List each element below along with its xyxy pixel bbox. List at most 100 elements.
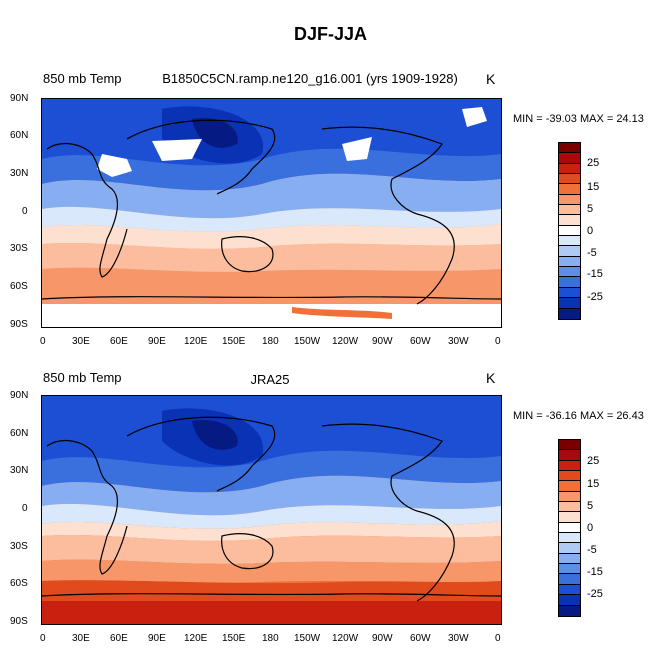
lon-label: 0 bbox=[495, 336, 501, 347]
lon-label: 60E bbox=[110, 633, 128, 644]
colorbar-swatch bbox=[559, 256, 580, 268]
min-max-label: MIN = -39.03 MAX = 24.13 bbox=[513, 113, 644, 125]
lon-label: 0 bbox=[495, 633, 501, 644]
colorbar-label: 5 bbox=[587, 203, 594, 215]
figure-title: DJF-JJA bbox=[293, 24, 368, 44]
lon-label: 30W bbox=[448, 336, 469, 347]
lat-label: 0 bbox=[22, 503, 28, 514]
colorbar-swatch bbox=[559, 236, 580, 247]
lon-label: 150W bbox=[294, 633, 321, 644]
colorbar-swatch bbox=[559, 574, 580, 585]
colorbar-swatch bbox=[559, 564, 580, 575]
colorbar-swatch bbox=[559, 522, 580, 534]
lat-label: 30N bbox=[10, 465, 29, 476]
lon-label: 30E bbox=[72, 633, 90, 644]
colorbar-swatch bbox=[559, 533, 580, 544]
colorbar-label: 15 bbox=[587, 478, 600, 490]
lon-label: 0 bbox=[40, 336, 46, 347]
lat-label: 90N bbox=[10, 390, 29, 401]
panel-center-label: B1850C5CN.ramp.ne120_g16.001 (yrs 1909-1… bbox=[162, 71, 458, 86]
colorbar-label: 0 bbox=[587, 225, 594, 237]
lat-label: 60N bbox=[10, 130, 29, 141]
lon-label: 90W bbox=[372, 633, 393, 644]
colorbar-swatch bbox=[559, 184, 580, 195]
colorbar-label: 0 bbox=[587, 522, 594, 534]
colorbar-swatch bbox=[559, 225, 580, 237]
colorbar-swatch bbox=[559, 205, 580, 216]
colorbar-label: -25 bbox=[587, 588, 603, 600]
lat-label: 60N bbox=[10, 428, 29, 439]
lon-label: 60E bbox=[110, 336, 128, 347]
colorbar-label: 15 bbox=[587, 181, 600, 193]
lon-label: 180 bbox=[262, 633, 279, 644]
lon-label: 90W bbox=[372, 336, 393, 347]
colorbar-swatch bbox=[559, 308, 580, 319]
lat-label: 30N bbox=[10, 168, 29, 179]
lon-label: 60W bbox=[410, 336, 431, 347]
lon-label: 120W bbox=[332, 633, 359, 644]
colorbar-swatch bbox=[559, 450, 580, 461]
lat-label: 30S bbox=[10, 541, 28, 552]
colorbar-label: 25 bbox=[587, 157, 600, 169]
colorbar-swatch bbox=[559, 491, 580, 503]
colorbar bbox=[558, 142, 581, 320]
colorbar-swatch bbox=[559, 287, 580, 299]
colorbar-swatch bbox=[559, 512, 580, 523]
lat-label: 90S bbox=[10, 616, 28, 627]
units-label: K bbox=[486, 71, 496, 87]
colorbar-swatch bbox=[559, 246, 580, 257]
map-plot bbox=[41, 395, 502, 625]
map-plot bbox=[41, 98, 502, 328]
colorbar-swatch bbox=[559, 553, 580, 565]
temperature-field bbox=[42, 396, 501, 624]
lon-label: 150E bbox=[222, 336, 246, 347]
colorbar-swatch bbox=[559, 595, 580, 606]
lat-label: 90N bbox=[10, 93, 29, 104]
colorbar-swatch bbox=[559, 481, 580, 492]
lon-label: 30E bbox=[72, 336, 90, 347]
colorbar-swatch bbox=[559, 163, 580, 175]
lat-label: 60S bbox=[10, 281, 28, 292]
units-label: K bbox=[486, 370, 496, 386]
lon-label: 120W bbox=[332, 336, 359, 347]
lat-label: 30S bbox=[10, 243, 28, 254]
lon-label: 30W bbox=[448, 633, 469, 644]
temperature-field bbox=[42, 99, 501, 327]
colorbar-label: -25 bbox=[587, 291, 603, 303]
colorbar-swatch bbox=[559, 502, 580, 513]
colorbar-label: 25 bbox=[587, 455, 600, 467]
colorbar-swatch bbox=[559, 215, 580, 226]
panel-model: 850 mb Temp B1850C5CN.ramp.ne120_g16.001… bbox=[0, 0, 661, 347]
lat-label: 0 bbox=[22, 206, 28, 217]
lon-label: 120E bbox=[184, 336, 208, 347]
lon-label: 60W bbox=[410, 633, 431, 644]
colorbar-swatch bbox=[559, 543, 580, 554]
panel-center-label: JRA25 bbox=[250, 372, 290, 387]
colorbar-swatch bbox=[559, 471, 580, 482]
colorbar bbox=[558, 439, 581, 617]
lat-label: 90S bbox=[10, 319, 28, 330]
colorbar-label: -5 bbox=[587, 544, 597, 556]
lon-label: 150E bbox=[222, 633, 246, 644]
lat-label: 60S bbox=[10, 578, 28, 589]
min-max-label: MIN = -36.16 MAX = 26.43 bbox=[513, 410, 644, 422]
colorbar-swatch bbox=[559, 277, 580, 288]
colorbar-swatch bbox=[559, 440, 580, 451]
colorbar-swatch bbox=[559, 267, 580, 278]
lon-label: 120E bbox=[184, 633, 208, 644]
lon-label: 0 bbox=[40, 633, 46, 644]
lon-label: 150W bbox=[294, 336, 321, 347]
colorbar-swatch bbox=[559, 143, 580, 154]
lon-label: 90E bbox=[148, 336, 166, 347]
colorbar-swatch bbox=[559, 153, 580, 164]
lon-label: 180 bbox=[262, 336, 279, 347]
panel-reanalysis: 850 mb Temp JRA25 K MIN = -36.16 MAX = 2… bbox=[0, 0, 661, 644]
colorbar-label: -5 bbox=[587, 247, 597, 259]
lon-label: 90E bbox=[148, 633, 166, 644]
panel-left-label: 850 mb Temp bbox=[43, 71, 122, 86]
colorbar-label: -15 bbox=[587, 566, 603, 578]
colorbar-swatch bbox=[559, 605, 580, 616]
panel-left-label: 850 mb Temp bbox=[43, 370, 122, 385]
colorbar-swatch bbox=[559, 584, 580, 596]
colorbar-label: 5 bbox=[587, 500, 594, 512]
